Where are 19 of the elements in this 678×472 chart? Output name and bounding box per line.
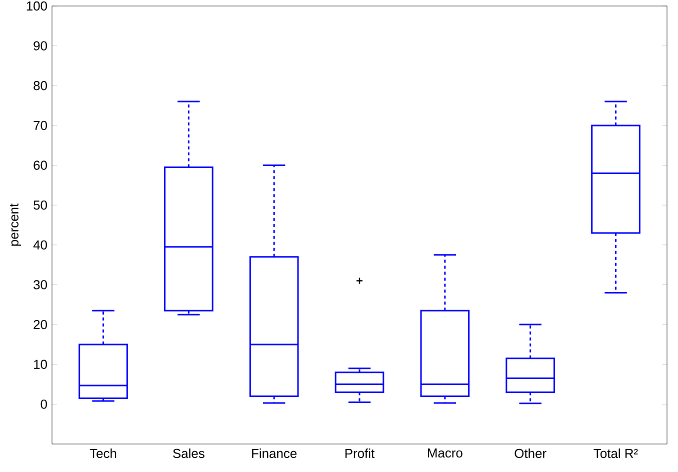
y-tick-label: 80 [34, 81, 47, 90]
x-tick-label: Other [514, 448, 546, 458]
y-tick-label: 20 [34, 320, 47, 330]
y-tick-label: 70 [34, 120, 47, 130]
y-tick-label: 60 [34, 160, 47, 170]
y-tick-label: 10 [34, 360, 47, 369]
y-tick-label: 0 [40, 400, 47, 409]
x-tick-label: Total R² [594, 448, 638, 458]
y-tick-label: 50 [34, 200, 47, 210]
y-tick-label: 30 [34, 280, 47, 290]
y-axis-title: percent [10, 204, 22, 246]
y-tick-label: 90 [34, 41, 47, 50]
y-tick-label: 100 [26, 1, 47, 11]
x-tick-label: Tech [90, 448, 116, 458]
x-tick-label: Finance [252, 448, 297, 458]
x-tick-label: Profit [345, 448, 375, 458]
x-tick-label: Sales [173, 448, 204, 458]
x-tick-label: Macro [428, 448, 462, 458]
y-tick-label: 40 [33, 240, 47, 250]
